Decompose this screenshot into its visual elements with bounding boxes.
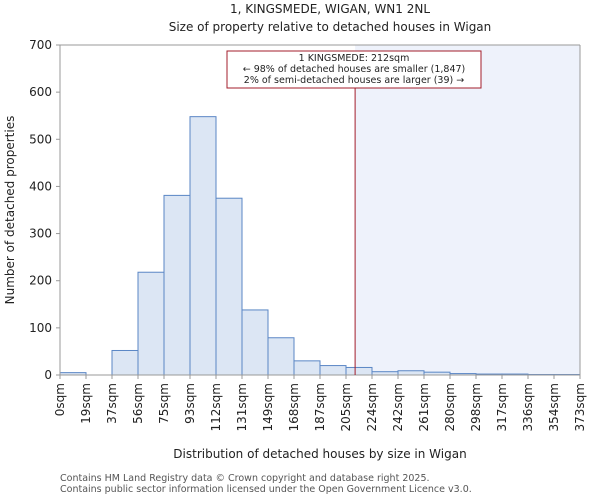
- x-tick-label-93sqm: 93sqm: [183, 383, 197, 424]
- bar-168sqm: [293, 360, 321, 376]
- y-tick-label-400: 400: [29, 179, 52, 193]
- x-tick-label-373sqm: 373sqm: [573, 383, 587, 431]
- y-tick-label-500: 500: [29, 132, 52, 146]
- x-tick-label-187sqm: 187sqm: [313, 383, 327, 431]
- chart-subtitle: Size of property relative to detached ho…: [169, 20, 492, 34]
- x-tick-label-149sqm: 149sqm: [261, 383, 275, 431]
- bar-112sqm: [215, 197, 243, 376]
- x-tick-label-131sqm: 131sqm: [235, 383, 249, 431]
- x-tick-label-354sqm: 354sqm: [547, 383, 561, 431]
- x-tick-label-224sqm: 224sqm: [365, 383, 379, 431]
- x-tick-label-280sqm: 280sqm: [443, 383, 457, 431]
- chart-title: 1, KINGSMEDE, WIGAN, WN1 2NL: [230, 2, 430, 16]
- x-tick-label-56sqm: 56sqm: [131, 383, 145, 424]
- x-tick-label-37sqm: 37sqm: [105, 383, 119, 424]
- bar-242sqm: [397, 370, 425, 376]
- bar-149sqm: [267, 337, 295, 376]
- y-tick-label-200: 200: [29, 274, 52, 288]
- x-tick-label-298sqm: 298sqm: [469, 383, 483, 431]
- x-axis-label: Distribution of detached houses by size …: [173, 447, 466, 461]
- y-axis-label: Number of detached properties: [3, 116, 17, 305]
- bar-93sqm: [189, 116, 217, 376]
- annotation-box: [226, 50, 482, 89]
- y-ticks-group: 0 100 200 300 400 500 600 700: [29, 38, 60, 382]
- x-tick-label-242sqm: 242sqm: [391, 383, 405, 431]
- footer-line-2: Contains public sector information licen…: [60, 484, 472, 495]
- bars-group: [59, 116, 581, 376]
- footer-line-1: Contains HM Land Registry data © Crown c…: [60, 473, 430, 484]
- y-tick-label-100: 100: [29, 321, 52, 335]
- x-tick-label-112sqm: 112sqm: [209, 383, 223, 431]
- y-tick-label-0: 0: [44, 368, 52, 382]
- bar-187sqm: [319, 365, 347, 376]
- y-tick-label-700: 700: [29, 38, 52, 52]
- x-tick-label-168sqm: 168sqm: [287, 383, 301, 431]
- bar-37sqm: [111, 349, 139, 376]
- x-tick-label-19sqm: 19sqm: [79, 383, 93, 424]
- annotation-line-1: 1 KINGSMEDE: 212sqm: [299, 53, 410, 64]
- x-tick-label-261sqm: 261sqm: [417, 383, 431, 431]
- y-tick-label-600: 600: [29, 85, 52, 99]
- plot-background: [355, 45, 580, 375]
- bar-75sqm: [163, 194, 191, 376]
- annotation-line-3: 2% of semi-detached houses are larger (3…: [244, 75, 464, 86]
- bar-131sqm: [241, 309, 269, 376]
- annotation-line-2: ← 98% of detached houses are smaller (1,…: [243, 64, 466, 75]
- x-tick-label-0sqm: 0sqm: [53, 383, 67, 416]
- bar-205sqm: [345, 366, 373, 376]
- x-tick-label-75sqm: 75sqm: [157, 383, 171, 424]
- y-tick-label-300: 300: [29, 227, 52, 241]
- axes-group: [59, 44, 581, 376]
- x-tick-label-317sqm: 317sqm: [495, 383, 509, 431]
- x-ticks-group: 0sqm 19sqm 37sqm 56sqm 75sqm 93sqm 112sqm 131sq…: [53, 375, 587, 431]
- bar-56sqm: [137, 271, 165, 376]
- x-tick-label-205sqm: 205sqm: [339, 383, 353, 431]
- highlight-region: [355, 45, 580, 375]
- x-tick-label-336sqm: 336sqm: [521, 383, 535, 431]
